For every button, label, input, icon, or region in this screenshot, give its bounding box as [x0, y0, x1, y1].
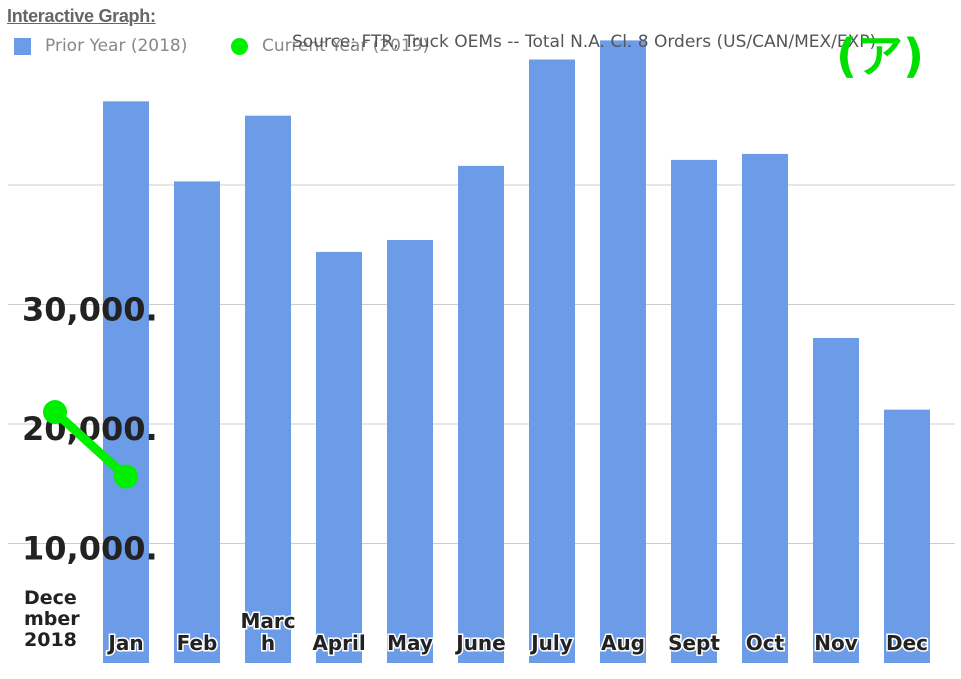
bar-march	[245, 115, 291, 663]
category-label: Sept	[668, 631, 720, 655]
category-label: April	[312, 631, 365, 655]
category-label: Dec	[886, 631, 928, 655]
legend-dot-icon	[231, 37, 248, 55]
bar-aug	[600, 40, 646, 663]
category-label: Oct	[746, 631, 785, 655]
y-tick-label: 10,000.	[22, 530, 158, 568]
category-label: Aug	[601, 631, 645, 655]
category-label: June	[454, 631, 505, 655]
bar-jan	[103, 101, 149, 664]
legend-item-current-year[interactable]: Current Year (2019)	[231, 36, 429, 56]
current-year-point-0	[43, 400, 67, 425]
bars	[103, 40, 930, 664]
category-label: h	[261, 631, 275, 655]
bar-nov	[813, 337, 859, 663]
legend-label-current-year: Current Year (2019)	[262, 36, 430, 56]
x-caption-line: mber	[24, 608, 80, 630]
corner-label: (ア)	[836, 29, 925, 83]
category-label: May	[387, 631, 433, 655]
y-tick-label: 30,000.	[22, 291, 158, 329]
x-caption-line: 2018	[24, 629, 77, 651]
bar-june	[458, 165, 504, 663]
x-caption-line: Dece	[24, 587, 77, 609]
legend-item-prior-year[interactable]: Prior Year (2018)	[14, 36, 187, 56]
bar-july	[529, 59, 575, 663]
bar-dec	[884, 409, 930, 663]
bar-feb	[174, 181, 220, 664]
chart-source-text: Source: FTR, Truck OEMs -- Total N.A. Cl…	[292, 32, 877, 52]
category-label: July	[529, 631, 573, 655]
category-label: Nov	[814, 631, 858, 655]
y-tick-labels: 10,000.20,000.30,000.	[22, 291, 158, 568]
current-year-line	[50, 407, 131, 482]
legend-label-prior-year: Prior Year (2018)	[45, 36, 188, 56]
current-year-point-1	[114, 464, 138, 489]
bar-oct	[742, 153, 788, 663]
bar-may	[387, 239, 433, 663]
category-label: Jan	[106, 631, 143, 655]
bar-sept	[671, 159, 717, 663]
legend-square-icon	[14, 37, 31, 55]
current-year-series	[43, 400, 138, 489]
interactive-graph-heading[interactable]: Interactive Graph:	[7, 6, 156, 26]
bar-april	[316, 251, 362, 664]
category-label: Feb	[177, 631, 218, 655]
category-label: Marc	[240, 609, 295, 633]
